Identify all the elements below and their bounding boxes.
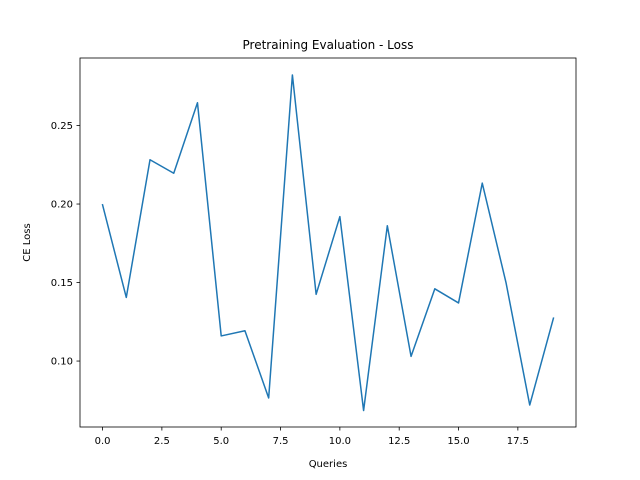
series-line-0 xyxy=(101,74,555,412)
plot-frame xyxy=(79,57,577,428)
x-tick-label: 17.5 xyxy=(507,436,529,447)
y-tick-label: 0.15 xyxy=(51,278,73,289)
series-layer xyxy=(101,74,555,412)
x-tick-label: 12.5 xyxy=(388,436,410,447)
y-tick-label: 0.25 xyxy=(51,121,73,132)
y-axis-ticks: 0.10 0.15 0.20 0.25 xyxy=(51,121,80,368)
x-tick-label: 15.0 xyxy=(447,436,469,447)
plot-area xyxy=(80,58,576,427)
x-tick-label: 2.5 xyxy=(154,436,170,447)
x-tick-label: 10.0 xyxy=(329,436,351,447)
y-axis-label: CE Loss xyxy=(22,223,33,261)
x-axis-label: Queries xyxy=(309,459,348,470)
chart-title: Pretraining Evaluation - Loss xyxy=(243,38,414,52)
x-tick-label: 0.0 xyxy=(95,436,111,447)
x-axis-ticks: 0.0 2.5 5.0 7.5 10.0 12.5 15.0 17.5 xyxy=(95,427,529,447)
x-tick-label: 7.5 xyxy=(273,436,289,447)
y-tick-label: 0.10 xyxy=(51,357,73,368)
x-tick-label: 5.0 xyxy=(213,436,229,447)
y-tick-label: 0.20 xyxy=(51,200,73,211)
